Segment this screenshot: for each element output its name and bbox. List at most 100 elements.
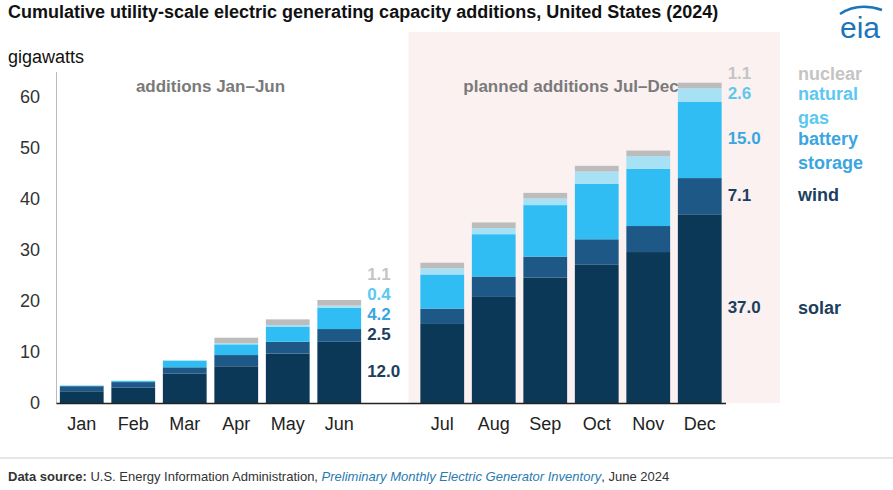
bar [575, 184, 619, 240]
legend-entry: nuclear [798, 64, 862, 84]
bar-series [214, 83, 721, 344]
data-label: 15.0 [728, 129, 761, 148]
legend-entry: natural gas [798, 84, 863, 128]
bar [626, 151, 670, 157]
legend: solarwindbattery storagenatural gasnucle… [797, 64, 863, 318]
bar [575, 265, 619, 403]
bar [678, 88, 722, 101]
data-label: 7.1 [728, 186, 752, 205]
text-line: solar [798, 297, 841, 317]
bar [60, 385, 104, 387]
x-tick-label: Jan [67, 414, 96, 434]
bar [472, 277, 516, 297]
source-suffix: , June 2024 [601, 469, 669, 484]
bar [214, 338, 258, 344]
x-tick: Aug [478, 403, 510, 434]
region-shade [409, 32, 780, 403]
region-label: planned additions Jul–Dec [463, 77, 678, 96]
legend-entry: solar [798, 297, 841, 317]
data-label: 4.2 [367, 305, 391, 324]
text-line: battery [798, 129, 863, 149]
logo: eia [840, 11, 880, 44]
bar [111, 381, 155, 382]
bar [575, 171, 619, 183]
data-label: 0.4 [367, 285, 391, 304]
data-label: 37.0 [728, 298, 761, 317]
data-label: 1.1 [728, 64, 752, 83]
bar [472, 228, 516, 234]
bar [523, 193, 567, 199]
data-label: 12.0 [367, 362, 400, 381]
bar-series [60, 178, 722, 391]
y-tick-label: 0 [30, 393, 40, 413]
bar [163, 373, 207, 403]
legend-entry: battery storage [798, 129, 863, 173]
bar [214, 366, 258, 403]
bar-series [60, 214, 722, 403]
bar [678, 214, 722, 403]
bar [678, 102, 722, 179]
region-label: additions Jan–Jun [136, 77, 285, 96]
bar [266, 342, 310, 354]
bar [472, 234, 516, 276]
bar [420, 268, 464, 274]
source-publication: Preliminary Monthly Electric Generator I… [322, 469, 603, 484]
x-tick: Feb [118, 403, 149, 434]
bar [626, 226, 670, 252]
x-axis: JanFebMarAprMayJunJulAugSepOctNovDec [57, 403, 727, 434]
y-tick-label: 30 [20, 240, 40, 260]
bar [420, 263, 464, 269]
y-tick: 60 [20, 87, 56, 107]
bar [214, 344, 258, 355]
bar [523, 257, 567, 278]
bar [111, 382, 155, 388]
subtitle: gigawatts [8, 47, 84, 67]
bar-series [60, 88, 722, 385]
legend-entry: wind [797, 185, 839, 205]
source-agency: U.S. Energy Information Administration, [90, 469, 318, 484]
x-tick: Dec [684, 403, 716, 434]
y-tick-label: 40 [20, 189, 40, 209]
bar [523, 205, 567, 257]
chart-container: additions Jan–Jun planned additions Jul–D… [0, 0, 893, 490]
bar [60, 386, 104, 391]
bar [472, 297, 516, 403]
x-tick: May [271, 403, 305, 434]
bar [523, 278, 567, 403]
bar [420, 274, 464, 308]
text-line: wind [797, 185, 839, 205]
bar [626, 156, 670, 169]
bar [163, 360, 207, 362]
source-rule [0, 458, 893, 459]
y-tick-label: 60 [20, 87, 40, 107]
source-prefix: Data source: [8, 469, 87, 484]
text-line: storage [798, 153, 863, 173]
x-tick-label: Nov [632, 414, 664, 434]
x-tick: Nov [632, 403, 664, 434]
bar [575, 239, 619, 264]
bar [60, 385, 104, 386]
bar [214, 355, 258, 366]
x-tick-label: May [271, 414, 305, 434]
chart-svg: additions Jan–Jun planned additions Jul–D… [0, 0, 893, 490]
bar [214, 343, 258, 344]
data-label: 1.1 [367, 265, 391, 284]
y-tick-label: 10 [20, 342, 40, 362]
x-tick-label: Oct [583, 414, 611, 434]
bar [266, 325, 310, 327]
x-tick: Mar [169, 403, 200, 434]
bar [678, 178, 722, 214]
x-tick-label: Feb [118, 414, 149, 434]
y-tick: 30 [20, 240, 56, 260]
bar [317, 300, 361, 306]
bar [626, 252, 670, 403]
x-tick: Sep [529, 403, 561, 434]
x-tick-label: Jun [325, 414, 354, 434]
x-tick: Jul [431, 403, 454, 434]
x-tick-label: Sep [529, 414, 561, 434]
bar [317, 342, 361, 403]
x-tick-label: Jul [431, 414, 454, 434]
y-tick: 20 [20, 291, 56, 311]
bar-series [60, 102, 722, 387]
y-tick-label: 20 [20, 291, 40, 311]
